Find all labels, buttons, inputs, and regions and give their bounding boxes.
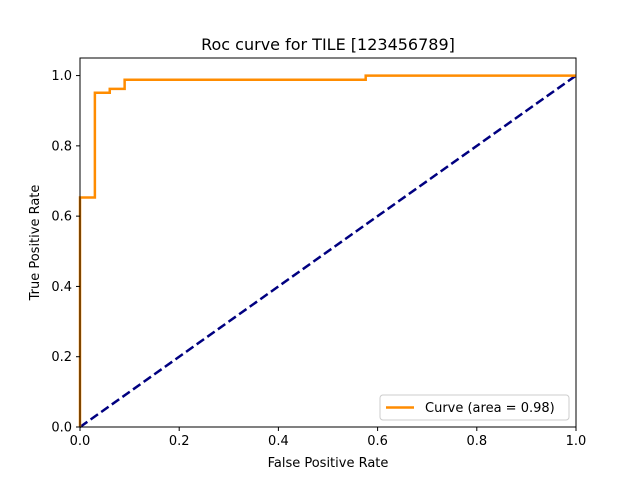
y-tick-label: 1.0 — [51, 69, 72, 84]
plot-area — [80, 58, 576, 427]
x-axis-label: False Positive Rate — [268, 456, 389, 471]
y-tick-label: 0.4 — [51, 280, 72, 295]
legend-label: Curve (area = 0.98) — [425, 401, 555, 416]
x-axis-ticks: 0.0 0.2 0.4 0.6 0.8 1.0 — [70, 427, 587, 449]
roc-curve-line — [78, 74, 576, 427]
x-tick-label: 0.8 — [466, 434, 487, 449]
series-layer — [78, 74, 577, 429]
plot-frame — [79, 57, 577, 428]
x-tick-label: 0.2 — [169, 434, 190, 449]
y-axis-ticks: 0.0 0.2 0.4 0.6 0.8 1.0 — [51, 69, 80, 436]
y-tick-label: 0.2 — [51, 350, 72, 365]
chart-title: Roc curve for TILE [123456789] — [201, 35, 455, 54]
x-tick-label: 1.0 — [566, 434, 587, 449]
y-tick-label: 0.6 — [51, 210, 72, 225]
y-axis-label: True Positive Rate — [28, 185, 43, 302]
y-tick-label: 0.0 — [51, 421, 72, 436]
x-tick-label: 0.0 — [70, 434, 91, 449]
legend: Curve (area = 0.98) — [379, 394, 570, 421]
x-tick-label: 0.4 — [268, 434, 289, 449]
y-tick-label: 0.8 — [51, 139, 72, 154]
chance-diagonal-line — [79, 74, 577, 429]
legend-box — [379, 394, 570, 421]
x-tick-label: 0.6 — [367, 434, 388, 449]
